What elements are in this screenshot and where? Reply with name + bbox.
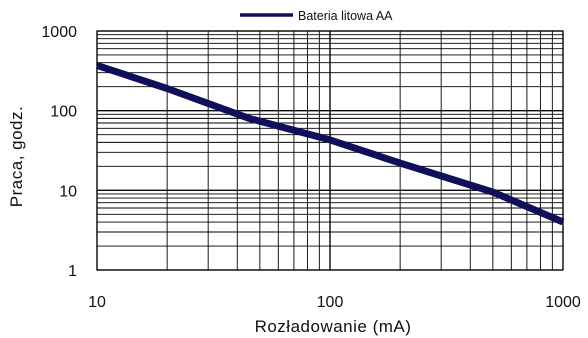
- y-axis-label: Praca, godz.: [7, 106, 26, 207]
- legend: Bateria litowa AA: [240, 9, 393, 23]
- x-tick-labels: 10 100 1000: [88, 294, 581, 311]
- series-layer: [95, 62, 565, 226]
- x-axis-label: Rozładowanie (mA): [255, 317, 412, 336]
- x-tick-label: 100: [317, 294, 344, 311]
- x-tick-label: 1000: [545, 294, 581, 311]
- x-tick-label: 10: [88, 294, 106, 311]
- y-tick-labels: 1 10 100 1000: [41, 24, 77, 280]
- y-tick-label: 100: [50, 104, 77, 121]
- plot-frame: [96, 30, 564, 271]
- y-tick-label: 1000: [41, 24, 77, 41]
- legend-label: Bateria litowa AA: [298, 9, 393, 23]
- grid: [96, 30, 564, 271]
- y-tick-label: 10: [59, 183, 77, 200]
- series-line: [95, 62, 565, 226]
- y-tick-label: 1: [68, 263, 77, 280]
